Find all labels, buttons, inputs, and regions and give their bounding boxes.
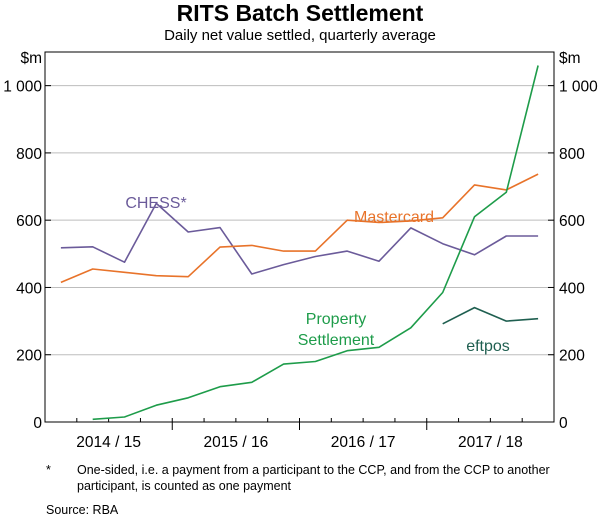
y-tick-label-right: 200 — [559, 348, 585, 365]
x-tick-label: 2016 / 17 — [331, 434, 396, 451]
line-chart: 0 0 200 200 400 400 600 600 800 800 1 000 1 000 $m $m… — [3, 50, 598, 451]
y-tick-label-right: 1 000 — [559, 79, 598, 96]
chart-title: RITS Batch Settlement — [176, 0, 424, 26]
y-tick-label-right: 0 — [559, 415, 568, 432]
series-line-eftpos — [442, 306, 539, 325]
y-tick-label-right: 600 — [559, 213, 585, 230]
y-unit-right: $m — [559, 50, 581, 67]
y-tick-label-right: 400 — [559, 280, 585, 297]
x-tick-label: 2014 / 15 — [76, 434, 141, 451]
footnote-marker: * — [46, 463, 51, 477]
series-label: Settlement — [298, 332, 375, 349]
series-line-mastercard — [60, 173, 539, 284]
y-tick-label-left: 200 — [16, 348, 42, 365]
x-tick-label: 2017 / 18 — [458, 434, 523, 451]
y-tick-label-right: 800 — [559, 146, 585, 163]
x-tick-label: 2015 / 16 — [204, 434, 269, 451]
y-tick-label-left: 0 — [33, 415, 42, 432]
series-label: CHESS* — [125, 195, 186, 212]
plot-frame — [44, 51, 555, 423]
series-line-chess — [60, 202, 539, 275]
footnote-text: One-sided, i.e. a payment from a partici… — [77, 463, 550, 493]
y-tick-label-left: 400 — [16, 280, 42, 297]
y-tick-label-left: 800 — [16, 146, 42, 163]
y-tick-label-left: 600 — [16, 213, 42, 230]
series-label: eftpos — [466, 338, 510, 355]
series-label: Mastercard — [354, 209, 434, 226]
y-tick-label-left: 1 000 — [3, 79, 42, 96]
source-note: Source: RBA — [46, 503, 119, 517]
series-label: Property — [306, 311, 366, 328]
y-unit-left: $m — [20, 50, 42, 67]
chart-subtitle: Daily net value settled, quarterly avera… — [164, 27, 436, 44]
series-line-property-settlement — [92, 65, 539, 421]
